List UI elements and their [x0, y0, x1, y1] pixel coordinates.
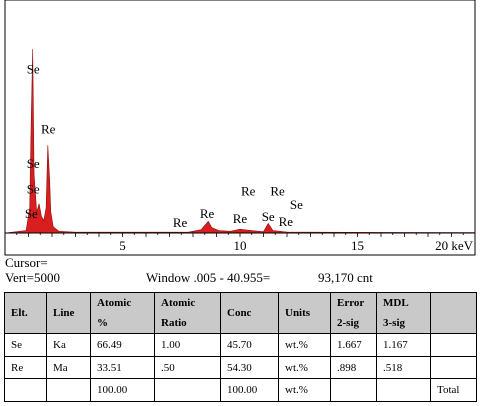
table-header-row: Elt. Line Atomic Atomic Conc Units Error… [4, 291, 477, 335]
cell-error: .898 [330, 355, 377, 380]
vertical-scale-readout: Vert=5000 [5, 270, 60, 285]
peak-label-re: Re [241, 183, 256, 198]
cell-mdl: 1.167 [376, 333, 431, 357]
x-axis-ticks: 5 10 15 20 keV [16, 233, 474, 253]
cell-mdl: .518 [376, 355, 431, 380]
cell-conc: 45.70 [220, 333, 279, 357]
cell-atomic-pct: 100.00 [90, 378, 155, 402]
header-atomic-pct: Atomic [90, 291, 155, 314]
cell-line: Ka [46, 333, 91, 357]
peak-label-se: Se [25, 206, 38, 221]
total-counts-readout: 93,170 cnt [318, 270, 373, 285]
eds-spectrum-chart: 5 10 15 20 keV Se Re Se Se Se Re Re Re Re Re Se Re Se [4, 0, 476, 256]
cell-total [430, 355, 477, 380]
x-tick-label: 10 [234, 238, 247, 253]
peak-label-se: Se [27, 61, 40, 76]
header-line: Line [46, 291, 91, 335]
header-error-sub: 2-sig [330, 313, 377, 335]
peak-label-re: Re [41, 122, 56, 137]
header-atomic-ratio: Atomic [154, 291, 221, 314]
peak-label-se: Se [27, 156, 40, 171]
cell-atomic-pct: 33.51 [90, 355, 155, 380]
cell-elt: Re [4, 355, 47, 380]
header-mdl-sub: 3-sig [376, 313, 431, 335]
header-blank [430, 291, 477, 335]
cell-total [430, 333, 477, 357]
cell-atomic-ratio [154, 378, 221, 402]
x-tick-label: 5 [119, 238, 126, 253]
peak-label-re: Re [233, 211, 248, 226]
cell-conc: 100.00 [220, 378, 279, 402]
cell-total: Total [430, 378, 477, 402]
table-row-se: Se Ka 66.49 1.00 45.70 wt.% 1.667 1.167 [4, 333, 477, 357]
cell-units: wt.% [278, 355, 331, 380]
cell-elt [4, 378, 47, 402]
header-elt: Elt. [4, 291, 47, 335]
peak-label-re: Re [173, 215, 188, 230]
header-mdl: MDL [376, 291, 431, 314]
cell-mdl [376, 378, 431, 402]
peak-label-se: Se [27, 182, 40, 197]
x-tick-label: 20 keV [435, 238, 474, 253]
cell-line [46, 378, 91, 402]
header-error: Error [330, 291, 377, 314]
header-atomic-pct-sub: % [90, 313, 155, 335]
peak-label-re: Re [270, 183, 285, 198]
plot-area-border [4, 0, 476, 256]
peak-label-re: Re [200, 206, 215, 221]
table-row-total: 100.00 100.00 wt.% Total [4, 378, 477, 402]
peak-labels: Se Re Se Se Se Re Re Re Re Re Se Re Se [25, 61, 303, 230]
energy-window-readout: Window .005 - 40.955= [146, 270, 271, 285]
header-units: Units [278, 291, 331, 335]
cell-units: wt.% [278, 378, 331, 402]
cell-error: 1.667 [330, 333, 377, 357]
cell-atomic-ratio: .50 [154, 355, 221, 380]
cell-units: wt.% [278, 333, 331, 357]
cell-conc: 54.30 [220, 355, 279, 380]
spectrum-fill [4, 49, 476, 234]
cell-error [330, 378, 377, 402]
cell-line: Ma [46, 355, 91, 380]
peak-label-re: Re [279, 214, 294, 229]
header-conc: Conc [220, 291, 279, 335]
x-tick-label: 15 [351, 238, 364, 253]
cell-atomic-ratio: 1.00 [154, 333, 221, 357]
table-row-re: Re Ma 33.51 .50 54.30 wt.% .898 .518 [4, 355, 477, 380]
cursor-readout: Cursor= [5, 255, 48, 270]
cell-atomic-pct: 66.49 [90, 333, 155, 357]
header-atomic-ratio-sub: Ratio [154, 313, 221, 335]
peak-label-se: Se [290, 197, 303, 212]
cell-elt: Se [4, 333, 47, 357]
table-header-row-2: % Ratio 2-sig 3-sig [5, 313, 477, 335]
peak-label-se: Se [262, 209, 275, 224]
quantification-table: Elt. Line Atomic Atomic Conc Units Error… [4, 291, 477, 402]
